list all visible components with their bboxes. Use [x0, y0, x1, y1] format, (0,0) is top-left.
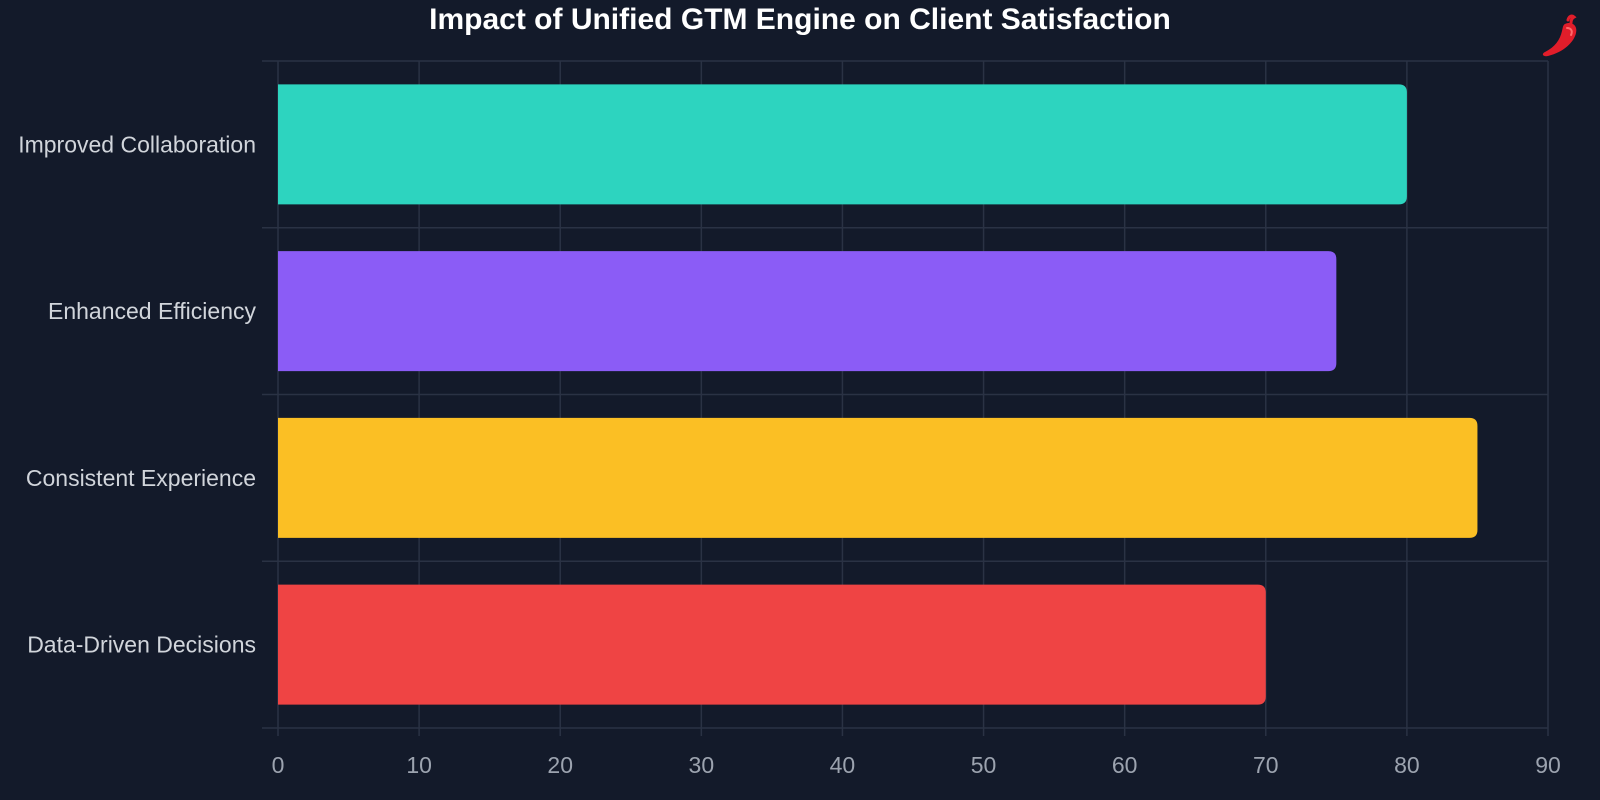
- bar-enhanced-efficiency[interactable]: [278, 251, 1337, 372]
- x-tick-label: 10: [406, 752, 432, 778]
- bars: [278, 84, 1478, 705]
- x-tick-label: 60: [1112, 752, 1138, 778]
- x-tick-label: 80: [1394, 752, 1420, 778]
- category-labels: Improved Collaboration Enhanced Efficienc…: [18, 131, 256, 657]
- category-label: Consistent Experience: [26, 465, 256, 491]
- x-axis-tick-labels: 0 10 20 30 40 50 60 70 80 90: [272, 752, 1561, 778]
- x-tick-label: 40: [830, 752, 856, 778]
- x-tick-label: 30: [689, 752, 715, 778]
- x-tick-label: 90: [1535, 752, 1561, 778]
- chart-title: Impact of Unified GTM Engine on Client S…: [429, 3, 1171, 36]
- category-label: Improved Collaboration: [18, 131, 256, 157]
- chili-pepper-icon: [1542, 14, 1577, 57]
- bar-improved-collaboration[interactable]: [278, 84, 1407, 205]
- x-tick-label: 0: [272, 752, 285, 778]
- x-tick-label: 70: [1253, 752, 1279, 778]
- bar-consistent-experience[interactable]: [278, 417, 1478, 538]
- category-label: Enhanced Efficiency: [48, 298, 256, 324]
- category-label: Data-Driven Decisions: [27, 632, 256, 658]
- x-tick-label: 50: [971, 752, 997, 778]
- bar-data-driven-decisions[interactable]: [278, 584, 1266, 705]
- x-tick-label: 20: [547, 752, 573, 778]
